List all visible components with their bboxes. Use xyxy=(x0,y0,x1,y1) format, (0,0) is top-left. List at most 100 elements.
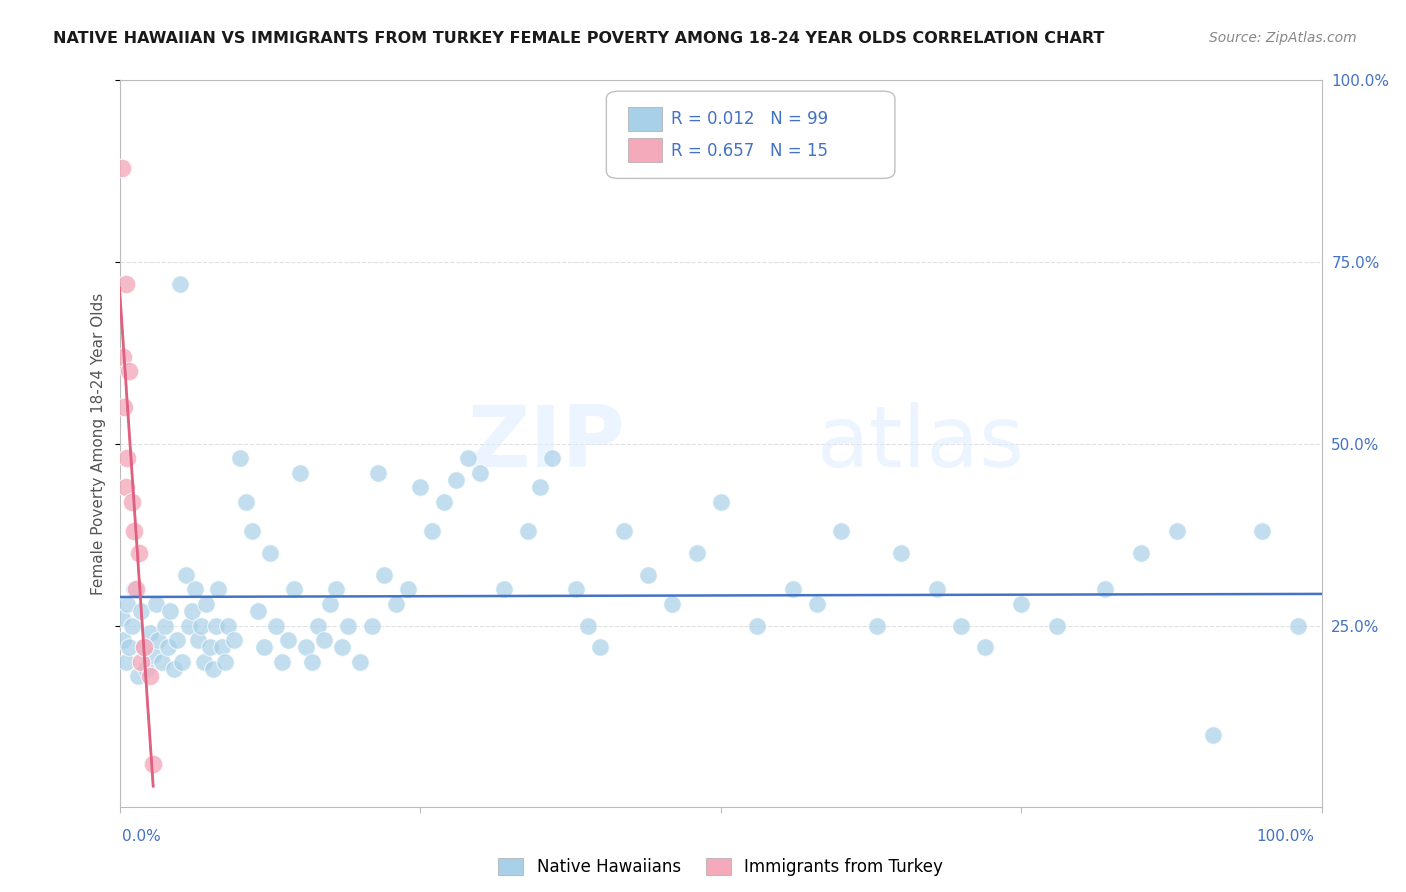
Point xyxy=(529,480,551,494)
Point xyxy=(166,633,188,648)
Point xyxy=(1094,582,1116,597)
Point xyxy=(336,618,359,632)
Point xyxy=(745,618,768,632)
Text: atlas: atlas xyxy=(817,402,1025,485)
Point xyxy=(433,495,456,509)
Point xyxy=(187,633,209,648)
Point xyxy=(180,604,202,618)
Point xyxy=(576,618,599,632)
Point xyxy=(330,640,353,655)
Point xyxy=(111,161,134,175)
Point xyxy=(1046,618,1069,632)
Point xyxy=(146,633,169,648)
Point xyxy=(264,618,287,632)
Point xyxy=(184,582,207,597)
Point xyxy=(121,618,143,632)
Point xyxy=(114,277,136,291)
Point xyxy=(125,582,148,597)
Point xyxy=(211,640,233,655)
Point xyxy=(457,451,479,466)
Point xyxy=(135,662,157,676)
Point xyxy=(174,567,197,582)
Point xyxy=(190,618,212,632)
Point xyxy=(118,640,141,655)
Point xyxy=(270,655,292,669)
Legend: Native Hawaiians, Immigrants from Turkey: Native Hawaiians, Immigrants from Turkey xyxy=(492,851,949,882)
Bar xyxy=(628,138,662,162)
Point xyxy=(1130,546,1153,560)
Point xyxy=(420,524,443,538)
Text: R = 0.657   N = 15: R = 0.657 N = 15 xyxy=(671,142,828,160)
Point xyxy=(204,618,226,632)
Point xyxy=(589,640,612,655)
Point xyxy=(782,582,804,597)
Point xyxy=(361,618,384,632)
Point xyxy=(277,633,299,648)
Point xyxy=(129,655,152,669)
Text: 100.0%: 100.0% xyxy=(1257,830,1315,844)
Point xyxy=(112,401,135,415)
Point xyxy=(145,597,167,611)
Point xyxy=(396,582,419,597)
Point xyxy=(806,597,828,611)
Point xyxy=(409,480,432,494)
Point xyxy=(385,597,408,611)
Point xyxy=(253,640,276,655)
Point xyxy=(127,669,149,683)
Point xyxy=(162,662,184,676)
Point xyxy=(565,582,588,597)
Point xyxy=(925,582,948,597)
Point xyxy=(259,546,281,560)
Point xyxy=(129,604,152,618)
Point xyxy=(114,480,136,494)
Point xyxy=(349,655,371,669)
Point xyxy=(661,597,683,611)
Point xyxy=(319,597,342,611)
Text: Source: ZipAtlas.com: Source: ZipAtlas.com xyxy=(1209,31,1357,45)
Point xyxy=(122,524,145,538)
Point xyxy=(637,567,659,582)
Point xyxy=(132,640,155,655)
Point xyxy=(118,364,141,378)
Point xyxy=(295,640,318,655)
Point xyxy=(288,466,311,480)
Point xyxy=(301,655,323,669)
Point xyxy=(1010,597,1032,611)
Point xyxy=(830,524,852,538)
Point xyxy=(193,655,215,669)
Point xyxy=(949,618,972,632)
Text: 0.0%: 0.0% xyxy=(122,830,162,844)
Point xyxy=(179,618,201,632)
Point xyxy=(1166,524,1188,538)
Point xyxy=(121,495,143,509)
Point xyxy=(195,597,218,611)
Point xyxy=(974,640,997,655)
Y-axis label: Female Poverty Among 18-24 Year Olds: Female Poverty Among 18-24 Year Olds xyxy=(91,293,107,595)
Point xyxy=(156,640,179,655)
Point xyxy=(214,655,236,669)
Point xyxy=(132,640,155,655)
Point xyxy=(235,495,257,509)
Point xyxy=(613,524,636,538)
Point xyxy=(373,567,395,582)
Point xyxy=(138,625,160,640)
Point xyxy=(444,473,467,487)
Point xyxy=(153,618,176,632)
Point xyxy=(517,524,540,538)
Point xyxy=(122,582,145,597)
Point xyxy=(138,669,160,683)
Point xyxy=(307,618,329,632)
Point xyxy=(114,655,136,669)
Point xyxy=(222,633,245,648)
Bar xyxy=(628,107,662,131)
Point xyxy=(150,655,173,669)
Point xyxy=(198,640,221,655)
Point xyxy=(1202,728,1225,742)
Point xyxy=(325,582,347,597)
Point xyxy=(494,582,516,597)
Point xyxy=(468,466,492,480)
Point xyxy=(115,451,138,466)
Point xyxy=(866,618,889,632)
FancyBboxPatch shape xyxy=(606,91,894,178)
Point xyxy=(1250,524,1272,538)
